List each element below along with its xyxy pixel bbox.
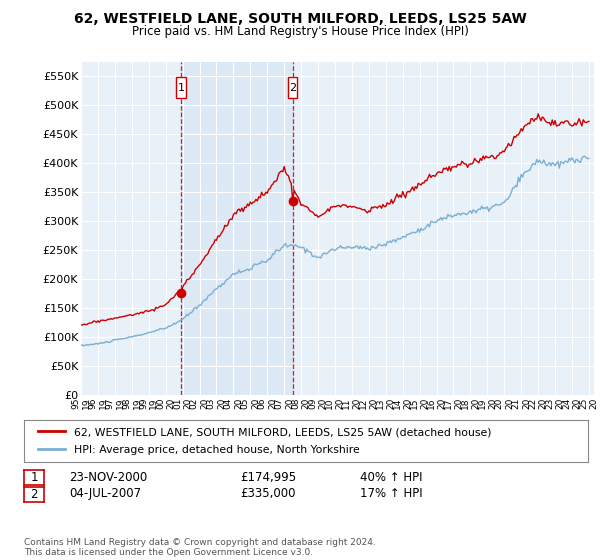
Text: 23-NOV-2000: 23-NOV-2000 bbox=[69, 470, 147, 484]
Text: 04-JUL-2007: 04-JUL-2007 bbox=[69, 487, 141, 501]
Text: 1: 1 bbox=[178, 83, 185, 92]
Text: 40% ↑ HPI: 40% ↑ HPI bbox=[360, 470, 422, 484]
Bar bbox=[181, 62, 293, 395]
Text: 2: 2 bbox=[289, 83, 296, 92]
FancyBboxPatch shape bbox=[288, 77, 298, 98]
Text: 2: 2 bbox=[31, 488, 38, 501]
Legend: 62, WESTFIELD LANE, SOUTH MILFORD, LEEDS, LS25 5AW (detached house), HPI: Averag: 62, WESTFIELD LANE, SOUTH MILFORD, LEEDS… bbox=[35, 423, 495, 459]
Text: £335,000: £335,000 bbox=[240, 487, 296, 501]
FancyBboxPatch shape bbox=[176, 77, 186, 98]
Text: 1: 1 bbox=[31, 471, 38, 484]
Text: 62, WESTFIELD LANE, SOUTH MILFORD, LEEDS, LS25 5AW: 62, WESTFIELD LANE, SOUTH MILFORD, LEEDS… bbox=[74, 12, 526, 26]
Text: Contains HM Land Registry data © Crown copyright and database right 2024.
This d: Contains HM Land Registry data © Crown c… bbox=[24, 538, 376, 557]
Text: £174,995: £174,995 bbox=[240, 470, 296, 484]
Text: Price paid vs. HM Land Registry's House Price Index (HPI): Price paid vs. HM Land Registry's House … bbox=[131, 25, 469, 38]
Text: 17% ↑ HPI: 17% ↑ HPI bbox=[360, 487, 422, 501]
